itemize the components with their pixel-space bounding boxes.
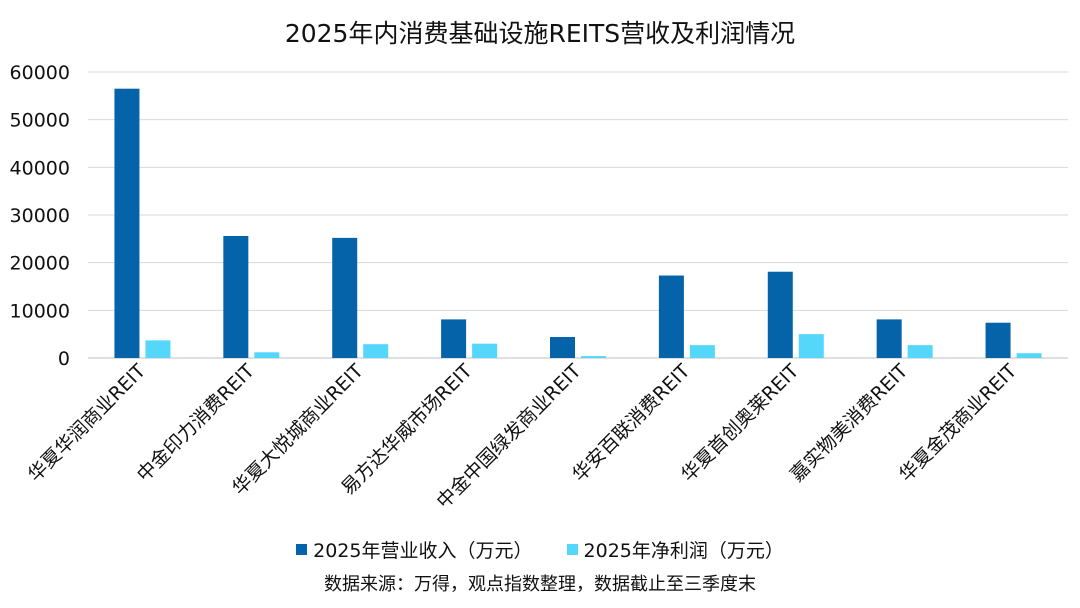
x-tick-label: 华夏华润商业REIT <box>24 360 150 486</box>
y-tick-label: 20000 <box>10 253 70 275</box>
legend-item-profit: 2025年净利润（万元） <box>566 536 784 563</box>
x-tick-label: 华夏金茂商业REIT <box>895 360 1021 486</box>
bar-profit <box>254 352 280 358</box>
y-tick-label: 40000 <box>10 157 70 179</box>
x-tick-label: 中金印力消费REIT <box>133 360 259 486</box>
bar-revenue <box>550 337 575 358</box>
bar-profit <box>472 343 498 358</box>
bar-revenue <box>985 322 1011 358</box>
gridlines <box>88 71 1068 359</box>
bar-profit <box>689 345 715 358</box>
bar-revenue <box>114 88 140 358</box>
chart-title: 2025年内消费基础设施REITS营收及利润情况 <box>284 19 796 48</box>
bar-profit <box>907 345 933 358</box>
bar-profit <box>363 344 389 358</box>
bar-revenue <box>658 275 684 358</box>
bar-profit <box>1016 353 1042 358</box>
legend-label-profit: 2025年净利润（万元） <box>583 540 784 562</box>
legend-swatch-profit <box>566 544 578 555</box>
bar-revenue <box>441 319 467 358</box>
bar-revenue <box>767 271 793 358</box>
x-tick-label: 华安百联消费REIT <box>568 360 694 486</box>
y-axis-ticks: 0 10000 20000 30000 40000 50000 60000 <box>10 62 70 370</box>
bar-profit <box>145 340 171 358</box>
y-tick-label: 10000 <box>10 300 70 322</box>
legend: 2025年营业收入（万元） 2025年净利润（万元） <box>0 536 1080 563</box>
y-tick-label: 60000 <box>10 62 70 84</box>
x-axis-labels: 华夏华润商业REIT中金印力消费REIT华夏大悦城商业REIT易方达华威市场RE… <box>24 360 1022 513</box>
y-tick-label: 30000 <box>10 205 70 227</box>
bar-revenue <box>223 235 249 358</box>
bar-profit <box>798 334 824 358</box>
y-tick-label: 50000 <box>10 110 70 132</box>
bar-profit <box>581 356 606 358</box>
source-note: 数据来源：万得，观点指数整理，数据截止至三季度末 <box>324 574 756 595</box>
bar-revenue <box>876 319 902 358</box>
legend-item-revenue: 2025年营业收入（万元） <box>296 536 532 563</box>
x-tick-label: 华夏首创奥莱REIT <box>677 360 803 486</box>
legend-label-revenue: 2025年营业收入（万元） <box>313 540 533 562</box>
bar-revenue <box>332 237 358 358</box>
y-tick-label: 0 <box>58 348 70 370</box>
legend-swatch-revenue <box>296 544 308 555</box>
bars <box>114 88 1042 358</box>
x-tick-label: 嘉实物美消费REIT <box>786 360 912 486</box>
